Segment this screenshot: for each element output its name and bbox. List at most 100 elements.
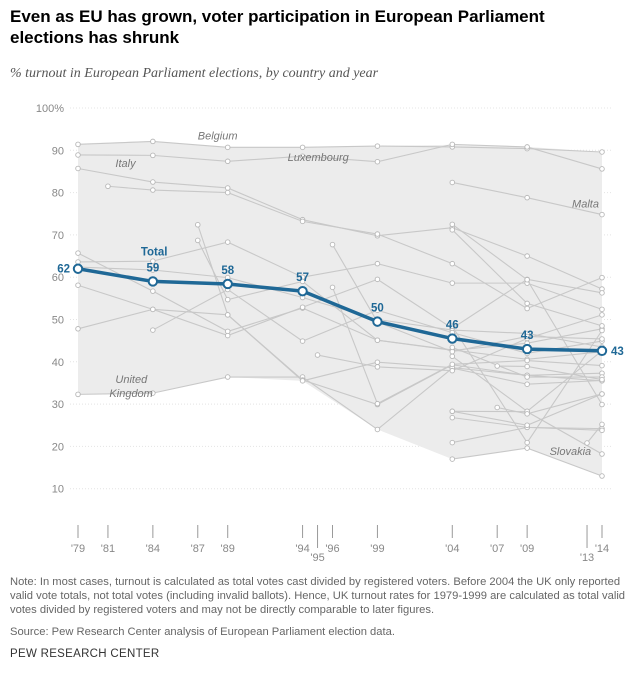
country-point [524, 144, 530, 150]
country-point [449, 456, 456, 462]
country-point [299, 378, 306, 384]
chart-subtitle: % turnout in European Parliament electio… [10, 66, 379, 81]
turnout-chart: 100% 90 80 70 60 50 40 30 20 10 Belgium Luxembourg… [36, 103, 624, 564]
country-point [224, 185, 231, 191]
country-point [374, 337, 381, 343]
country-point [524, 445, 530, 451]
country-line [105, 183, 605, 312]
y-tick-label: 70 [52, 230, 64, 242]
y-tick-label: 10 [52, 484, 64, 496]
country-point [150, 288, 156, 294]
country-line [584, 421, 605, 446]
country-point [374, 143, 381, 149]
country-point [329, 241, 336, 248]
chart-source: Source: Pew Research Center analysis of … [10, 626, 395, 638]
total-line-path [77, 267, 603, 353]
y-tick-label: 50 [52, 315, 64, 327]
country-point [374, 231, 381, 237]
country-line-path [77, 241, 603, 310]
country-point [449, 367, 456, 374]
country-point [449, 439, 456, 446]
country-point [599, 376, 605, 383]
country-point [299, 278, 306, 285]
country-point [374, 276, 381, 283]
country-line [75, 276, 605, 339]
country-line [494, 391, 605, 417]
country-point [299, 153, 306, 159]
country-point [75, 152, 81, 158]
country-point [449, 408, 456, 415]
total-point [596, 345, 608, 357]
country-point [449, 260, 456, 267]
country-label: Malta [572, 198, 599, 210]
country-point [224, 312, 231, 318]
country-point [599, 336, 605, 342]
country-line [449, 179, 605, 218]
total-value-label: 43 [521, 330, 534, 342]
country-point [105, 183, 111, 190]
country-point [599, 323, 605, 329]
country-point [599, 306, 605, 313]
country-point [524, 300, 530, 307]
x-tick-label: '99 [370, 543, 384, 555]
country-point [524, 253, 530, 259]
total-series: 62 59 58 57 50 46 43 43 Total [57, 246, 624, 357]
x-tick-label: '95 [310, 552, 324, 564]
country-point [524, 422, 530, 429]
country-point [224, 332, 231, 339]
total-value-label: 62 [57, 264, 70, 276]
country-point [524, 276, 530, 283]
country-point [299, 338, 306, 344]
country-line-path [77, 278, 603, 337]
country-point [449, 227, 456, 233]
country-point [599, 211, 605, 218]
country-line [329, 284, 605, 407]
x-tick-label: '81 [101, 543, 115, 555]
country-line [449, 445, 605, 479]
country-point [374, 364, 381, 370]
country-label-line: United [115, 374, 148, 386]
country-point [374, 400, 381, 407]
country-label: Luxembourg [288, 152, 350, 164]
x-tick-label: '14 [595, 543, 609, 555]
country-point [195, 221, 201, 228]
country-labels: Belgium Luxembourg Italy Malta United Kingdom… [109, 131, 599, 458]
total-value-label: 59 [146, 262, 159, 274]
x-tick-label: '79 [71, 543, 85, 555]
country-point [150, 258, 156, 264]
country-point [449, 361, 456, 368]
country-point [599, 451, 605, 457]
country-line-path [77, 266, 603, 348]
country-label: Slovakia [550, 446, 592, 458]
total-point [372, 316, 383, 327]
country-point [449, 323, 456, 330]
country-point [75, 250, 81, 256]
country-point [494, 404, 500, 411]
country-point [75, 141, 81, 148]
country-line-path [586, 424, 603, 444]
country-label: Belgium [198, 131, 238, 143]
country-point [524, 194, 530, 201]
country-line [449, 227, 605, 329]
country-point [449, 179, 456, 186]
country-point [524, 305, 530, 312]
total-value-label: 46 [446, 320, 459, 332]
country-point [150, 179, 156, 185]
country-series [75, 138, 605, 479]
country-point [599, 274, 605, 281]
total-value-label: 58 [221, 265, 234, 277]
brand-footer: PEW RESEARCH CENTER [10, 648, 160, 660]
country-point [150, 152, 156, 159]
y-tick-label: 90 [52, 145, 64, 157]
y-tick-label: 40 [52, 357, 64, 369]
total-point [147, 276, 159, 287]
total-point [447, 333, 458, 344]
country-line [494, 363, 605, 383]
country-line [75, 239, 605, 313]
country-point [75, 165, 81, 172]
total-point [521, 343, 533, 355]
x-axis: '79 '81 '84 '87 '89 '94'95'96 '99 '04 '07 '09 '13'… [71, 525, 609, 564]
x-tick-label: '96 [325, 543, 339, 555]
country-point [150, 187, 156, 193]
country-point [150, 390, 156, 396]
